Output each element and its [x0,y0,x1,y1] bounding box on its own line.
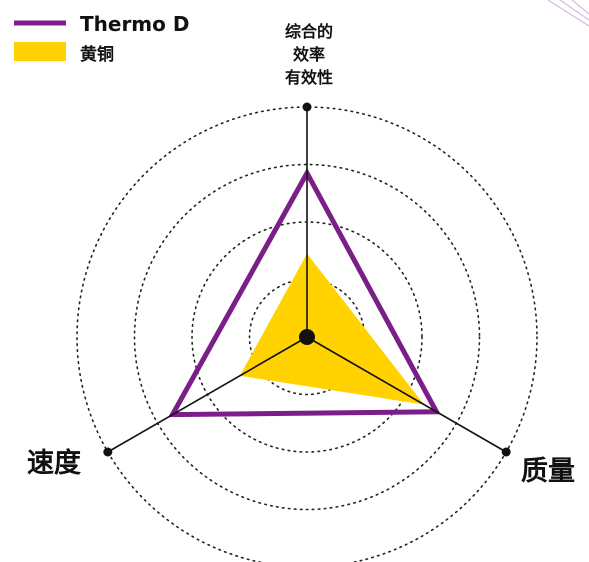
axis-label-line: 有效性 [285,68,333,87]
axis-label-2: 速度 [27,447,81,479]
corner-decoration [547,0,589,27]
series-area-brass [239,253,424,405]
axis-end-dot-0 [302,102,312,112]
axis-end-dot-2 [103,447,113,457]
series-layer [168,167,441,418]
axis-end-dot-1 [501,447,511,457]
legend-swatch-brass [14,42,66,61]
axis-label-1: 质量 [521,456,575,487]
legend: Thermo D 黄铜 [14,12,189,65]
radar-axes [103,102,511,457]
corner-line [547,0,589,27]
corner-line [571,0,589,15]
axis-label-line: 效率 [293,45,325,64]
grid-ring-4 [76,106,538,562]
center-dot [299,329,315,345]
grid-ring-3 [133,163,481,511]
corner-line [559,0,589,21]
legend-label-thermo-d: Thermo D [80,12,189,36]
series-line-thermo-d [168,167,441,418]
axis-label-line: 综合的 [285,22,333,41]
axis-line-1 [306,336,507,453]
axis-line-2 [107,336,308,453]
legend-label-brass: 黄铜 [80,44,114,65]
axis-label-0: 综合的效率有效性 [285,22,333,87]
